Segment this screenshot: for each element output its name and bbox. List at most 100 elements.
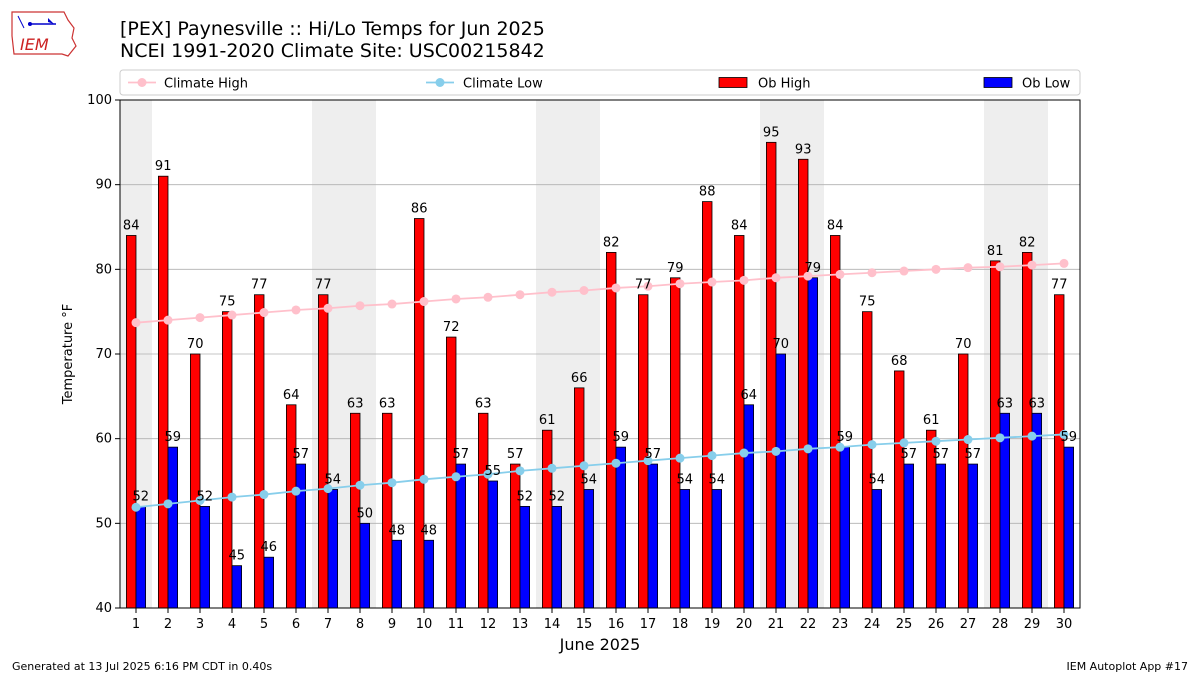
x-tick-label: 25 — [896, 617, 913, 632]
ob-low-label: 70 — [773, 337, 790, 352]
ob-low-label: 64 — [741, 388, 758, 403]
ob-high-label: 77 — [1051, 278, 1068, 293]
bar-ob-high — [1022, 251, 1033, 609]
y-tick-label: 50 — [95, 516, 112, 531]
bar-ob-high — [958, 353, 969, 609]
ob-low-label: 52 — [197, 489, 214, 504]
climate-high-line — [135, 262, 1065, 324]
plot-frame — [119, 99, 1081, 609]
bar-ob-low — [455, 463, 467, 609]
climate-low-point — [323, 484, 333, 494]
climate-low-point — [387, 478, 397, 488]
climate-low-point — [547, 463, 557, 473]
ob-low-label: 59 — [165, 430, 182, 445]
bar-ob-low — [167, 446, 179, 609]
generated-note: Generated at 13 Jul 2025 6:16 PM CDT in … — [12, 660, 273, 673]
x-tick-label: 11 — [448, 617, 465, 632]
legend-climate-high-marker — [137, 78, 147, 87]
ob-high-label: 91 — [155, 159, 172, 174]
bar-ob-low — [583, 489, 595, 609]
climate-low-point — [611, 458, 621, 468]
legend-box — [119, 69, 1081, 96]
climate-low-point — [163, 499, 173, 509]
y-axis-label: Temperature °F — [61, 304, 76, 405]
ob-high-label: 63 — [379, 396, 396, 411]
x-tick-label: 2 — [164, 617, 172, 632]
climate-high-point — [643, 281, 653, 291]
ob-low-label: 48 — [421, 523, 438, 538]
ob-high-label: 95 — [763, 125, 780, 140]
ob-low-label: 54 — [869, 472, 886, 487]
ob-high-label: 72 — [443, 320, 460, 335]
bar-ob-low — [551, 505, 563, 609]
climate-high-point — [803, 271, 813, 281]
app-credit: IEM Autoplot App #17 — [1066, 660, 1189, 673]
climate-high-point — [387, 299, 397, 309]
bar-ob-low — [711, 489, 723, 609]
y-tick-label: 80 — [95, 262, 112, 277]
climate-high-point — [611, 283, 621, 293]
iem-logo: IEM — [11, 11, 77, 57]
ob-low-label: 55 — [485, 464, 502, 479]
chart-title: [PEX] Paynesville :: Hi/Lo Temps for Jun… — [120, 18, 545, 62]
x-tick-label: 1 — [132, 617, 140, 632]
y-tick-label: 60 — [95, 432, 112, 447]
ob-low-label: 46 — [261, 540, 278, 555]
climate-low-point — [707, 451, 717, 461]
x-tick-label: 21 — [768, 617, 785, 632]
climate-high-point — [867, 268, 877, 278]
bar-ob-high — [542, 429, 553, 609]
climate-high-point — [931, 264, 941, 274]
ob-low-label: 79 — [805, 261, 822, 276]
legend-ob-low-swatch — [983, 77, 1013, 88]
x-tick-label: 6 — [292, 617, 300, 632]
bar-ob-high — [381, 412, 393, 609]
climate-high-point — [195, 313, 205, 323]
legend-climate-low-label: Climate Low — [463, 77, 543, 92]
bar-ob-low — [839, 446, 851, 609]
ob-low-label: 59 — [837, 430, 854, 445]
ob-high-label: 66 — [571, 371, 588, 386]
bar-ob-low — [1031, 412, 1043, 609]
bar-ob-high — [766, 141, 777, 609]
climate-high-point — [1027, 260, 1037, 270]
bar-ob-high — [734, 235, 745, 609]
climate-high-point — [131, 318, 141, 328]
bar-ob-low — [967, 463, 979, 609]
bar-ob-high — [509, 463, 521, 609]
ob-low-label: 59 — [613, 430, 630, 445]
bar-ob-low — [903, 463, 915, 609]
climate-high-point — [739, 275, 749, 285]
ob-high-label: 82 — [1019, 235, 1036, 250]
bar-ob-high — [285, 404, 297, 609]
climate-low-point — [515, 466, 525, 476]
bar-ob-high — [157, 175, 169, 609]
ob-low-label: 54 — [709, 472, 726, 487]
ob-low-label: 45 — [229, 549, 246, 564]
bar-ob-low — [871, 489, 883, 609]
x-tick-label: 4 — [228, 617, 236, 632]
ob-low-label: 63 — [997, 396, 1014, 411]
climate-high-point — [547, 287, 557, 297]
x-tick-label: 26 — [928, 617, 945, 632]
climate-low-point — [963, 435, 973, 445]
bar-ob-low — [743, 404, 755, 609]
climate-high-point — [483, 292, 493, 302]
x-tick-label: 12 — [480, 617, 497, 632]
bar-ob-high — [413, 218, 425, 609]
bar-ob-low — [231, 565, 243, 609]
climate-high-point — [675, 279, 685, 289]
ob-low-label: 52 — [549, 489, 566, 504]
ob-high-label: 61 — [923, 413, 940, 428]
legend-ob-high-label: Ob High — [758, 77, 811, 92]
ob-low-label: 54 — [581, 472, 598, 487]
ob-low-label: 54 — [677, 472, 694, 487]
climate-low-line — [135, 433, 1065, 509]
climate-high-point — [899, 266, 909, 276]
ob-high-label: 61 — [539, 413, 556, 428]
climate-low-point — [643, 456, 653, 466]
climate-low-point — [195, 495, 205, 505]
x-tick-label: 9 — [388, 617, 396, 632]
title-line-2: NCEI 1991-2020 Climate Site: USC00215842 — [120, 40, 545, 62]
